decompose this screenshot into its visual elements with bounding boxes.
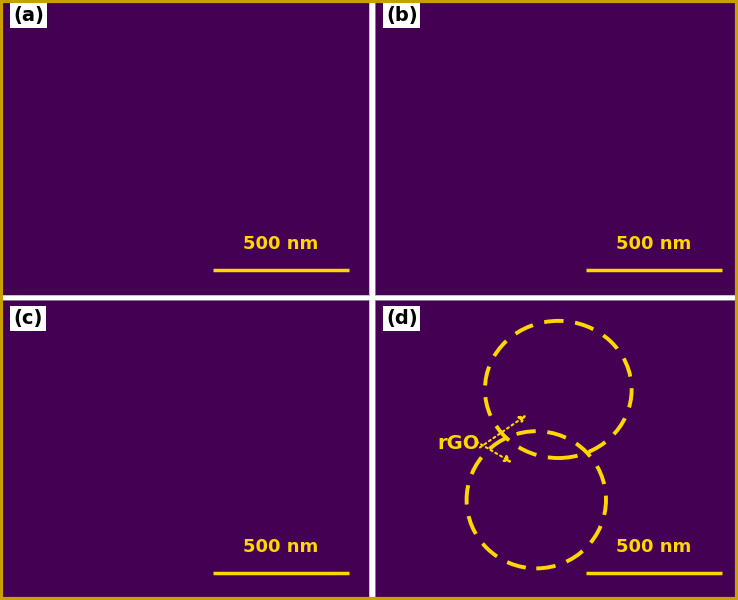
Text: 500 nm: 500 nm bbox=[616, 538, 692, 556]
Text: 500 nm: 500 nm bbox=[616, 235, 692, 253]
Text: (b): (b) bbox=[386, 6, 418, 25]
Text: 500 nm: 500 nm bbox=[244, 538, 319, 556]
Text: (a): (a) bbox=[13, 6, 44, 25]
Text: (c): (c) bbox=[13, 309, 43, 328]
Text: 500 nm: 500 nm bbox=[244, 235, 319, 253]
Text: (d): (d) bbox=[386, 309, 418, 328]
Text: rGO: rGO bbox=[437, 434, 480, 453]
